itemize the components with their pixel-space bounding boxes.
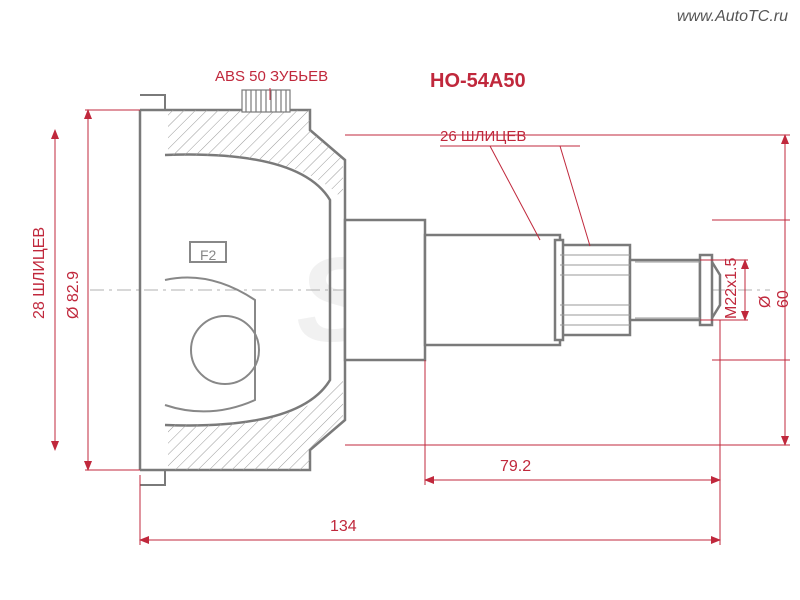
- f2-label: F2: [200, 247, 216, 263]
- cv-joint-drawing: [0, 0, 800, 600]
- source-url: www.AutoTC.ru: [677, 8, 788, 26]
- abs-label: ABS 50 ЗУБЬЕВ: [215, 68, 328, 85]
- thread-dim: M22x1.5: [723, 258, 741, 319]
- diam-shaft-dim: Ø 60: [757, 283, 793, 308]
- len-shaft-dim: 79.2: [500, 458, 531, 476]
- len-total-dim: 134: [330, 518, 357, 536]
- splines-in-label: 28 ШЛИЦЕВ: [31, 227, 49, 319]
- part-number-label: HO-54A50: [430, 70, 526, 93]
- diam-body-dim: Ø 82.9: [65, 271, 83, 319]
- splines-out-label: 26 ШЛИЦЕВ: [440, 128, 526, 145]
